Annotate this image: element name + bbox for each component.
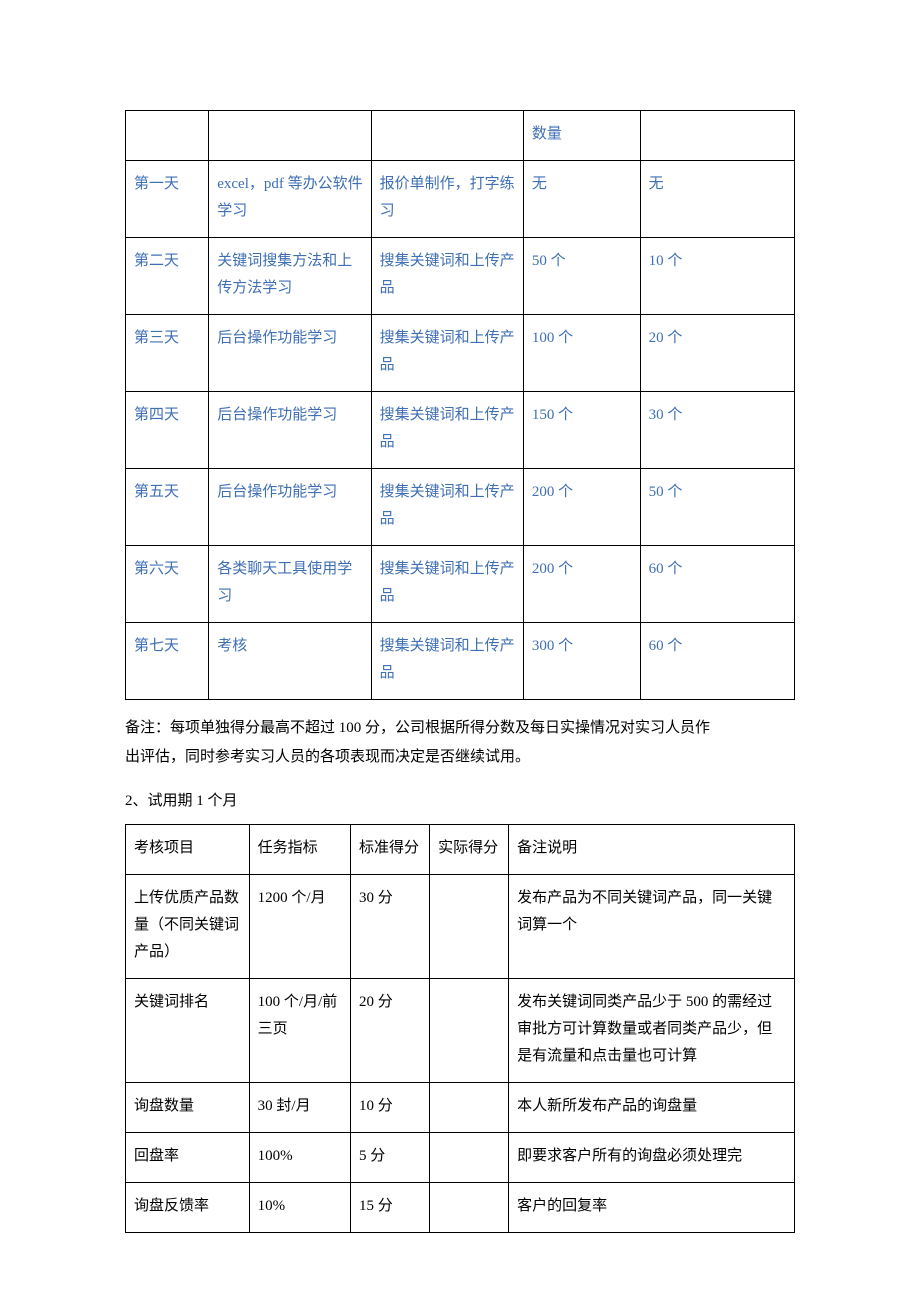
table-cell: 30 封/月 <box>249 1083 350 1133</box>
table-cell: 第一天 <box>126 161 209 238</box>
table-cell: 后台操作功能学习 <box>209 469 371 546</box>
table-cell: 无 <box>640 161 794 238</box>
table-row: 上传优质产品数量（不同关键词产品）1200 个/月30 分发布产品为不同关键词产… <box>126 875 795 979</box>
table-cell: 标准得分 <box>351 825 430 875</box>
table-cell: 10% <box>249 1183 350 1233</box>
table-cell: excel，pdf 等办公软件学习 <box>209 161 371 238</box>
table-cell: 搜集关键词和上传产品 <box>371 238 523 315</box>
table-cell: 60 个 <box>640 546 794 623</box>
table-cell: 即要求客户所有的询盘必须处理完 <box>509 1133 795 1183</box>
table-cell <box>371 111 523 161</box>
table-cell: 询盘数量 <box>126 1083 250 1133</box>
table-cell: 搜集关键词和上传产品 <box>371 469 523 546</box>
table-cell <box>209 111 371 161</box>
table-cell: 搜集关键词和上传产品 <box>371 315 523 392</box>
table-row: 第一天excel，pdf 等办公软件学习报价单制作，打字练习无无 <box>126 161 795 238</box>
table-cell: 实际得分 <box>430 825 509 875</box>
table-row: 第三天后台操作功能学习搜集关键词和上传产品100 个20 个 <box>126 315 795 392</box>
table-cell: 第三天 <box>126 315 209 392</box>
table-cell: 后台操作功能学习 <box>209 392 371 469</box>
table-cell: 200 个 <box>523 469 640 546</box>
table-cell: 客户的回复率 <box>509 1183 795 1233</box>
table-row: 第五天后台操作功能学习搜集关键词和上传产品200 个50 个 <box>126 469 795 546</box>
table-row: 询盘反馈率10%15 分 客户的回复率 <box>126 1183 795 1233</box>
table-cell: 20 分 <box>351 979 430 1083</box>
table-row: 第六天各类聊天工具使用学习搜集关键词和上传产品200 个60 个 <box>126 546 795 623</box>
table-cell: 150 个 <box>523 392 640 469</box>
table-cell: 第五天 <box>126 469 209 546</box>
table-cell: 10 分 <box>351 1083 430 1133</box>
table-cell: 100 个 <box>523 315 640 392</box>
table-cell: 30 个 <box>640 392 794 469</box>
table-cell: 100% <box>249 1133 350 1183</box>
assessment-table: 考核项目任务指标标准得分实际得分备注说明上传优质产品数量（不同关键词产品）120… <box>125 824 795 1233</box>
table-cell: 5 分 <box>351 1133 430 1183</box>
table-cell: 50 个 <box>640 469 794 546</box>
table-cell: 第七天 <box>126 623 209 700</box>
table-cell <box>430 1183 509 1233</box>
table-cell: 搜集关键词和上传产品 <box>371 546 523 623</box>
table-cell <box>430 875 509 979</box>
table-cell <box>126 111 209 161</box>
table-cell: 关键词排名 <box>126 979 250 1083</box>
table-cell: 回盘率 <box>126 1133 250 1183</box>
table-cell: 本人新所发布产品的询盘量 <box>509 1083 795 1133</box>
table-cell: 1200 个/月 <box>249 875 350 979</box>
table-row: 第七天考核搜集关键词和上传产品300 个60 个 <box>126 623 795 700</box>
table-cell: 10 个 <box>640 238 794 315</box>
training-schedule-table: 数量第一天excel，pdf 等办公软件学习报价单制作，打字练习无无第二天关键词… <box>125 110 795 700</box>
section-heading: 2、试用期 1 个月 <box>125 789 795 810</box>
table-cell: 各类聊天工具使用学习 <box>209 546 371 623</box>
table-cell: 上传优质产品数量（不同关键词产品） <box>126 875 250 979</box>
table-cell: 任务指标 <box>249 825 350 875</box>
table-cell <box>640 111 794 161</box>
table-cell: 考核 <box>209 623 371 700</box>
table-row: 关键词排名100 个/月/前三页20 分发布关键词同类产品少于 500 的需经过… <box>126 979 795 1083</box>
table-cell: 备注说明 <box>509 825 795 875</box>
table-cell: 60 个 <box>640 623 794 700</box>
table-cell: 第四天 <box>126 392 209 469</box>
table-cell: 搜集关键词和上传产品 <box>371 392 523 469</box>
table-cell <box>430 979 509 1083</box>
table-row: 数量 <box>126 111 795 161</box>
table-cell: 300 个 <box>523 623 640 700</box>
note-paragraph: 备注：每项单独得分最高不超过 100 分，公司根据所得分数及每日实操情况对实习人… <box>125 714 795 771</box>
table-cell: 后台操作功能学习 <box>209 315 371 392</box>
table-cell: 询盘反馈率 <box>126 1183 250 1233</box>
table-cell: 第六天 <box>126 546 209 623</box>
table-cell: 报价单制作，打字练习 <box>371 161 523 238</box>
table-cell: 30 分 <box>351 875 430 979</box>
table-cell: 20 个 <box>640 315 794 392</box>
table-cell: 100 个/月/前三页 <box>249 979 350 1083</box>
table-row: 询盘数量30 封/月10 分 本人新所发布产品的询盘量 <box>126 1083 795 1133</box>
table-cell: 15 分 <box>351 1183 430 1233</box>
note-line-2: 出评估，同时参考实习人员的各项表现而决定是否继续试用。 <box>125 749 530 765</box>
table-cell: 发布关键词同类产品少于 500 的需经过审批方可计算数量或者同类产品少，但是有流… <box>509 979 795 1083</box>
table-row: 回盘率100%5 分 即要求客户所有的询盘必须处理完 <box>126 1133 795 1183</box>
table-cell: 考核项目 <box>126 825 250 875</box>
table-cell: 200 个 <box>523 546 640 623</box>
table-cell: 搜集关键词和上传产品 <box>371 623 523 700</box>
table-cell <box>430 1083 509 1133</box>
table-cell <box>430 1133 509 1183</box>
table-cell: 数量 <box>523 111 640 161</box>
page: 数量第一天excel，pdf 等办公软件学习报价单制作，打字练习无无第二天关键词… <box>0 0 920 1233</box>
table-row: 第四天后台操作功能学习搜集关键词和上传产品150 个30 个 <box>126 392 795 469</box>
table-cell: 50 个 <box>523 238 640 315</box>
table-row: 第二天关键词搜集方法和上传方法学习搜集关键词和上传产品50 个10 个 <box>126 238 795 315</box>
table-cell: 发布产品为不同关键词产品，同一关键词算一个 <box>509 875 795 979</box>
note-line-1: 备注：每项单独得分最高不超过 100 分，公司根据所得分数及每日实操情况对实习人… <box>125 720 710 736</box>
table-cell: 无 <box>523 161 640 238</box>
table-row: 考核项目任务指标标准得分实际得分备注说明 <box>126 825 795 875</box>
table-cell: 第二天 <box>126 238 209 315</box>
table-cell: 关键词搜集方法和上传方法学习 <box>209 238 371 315</box>
